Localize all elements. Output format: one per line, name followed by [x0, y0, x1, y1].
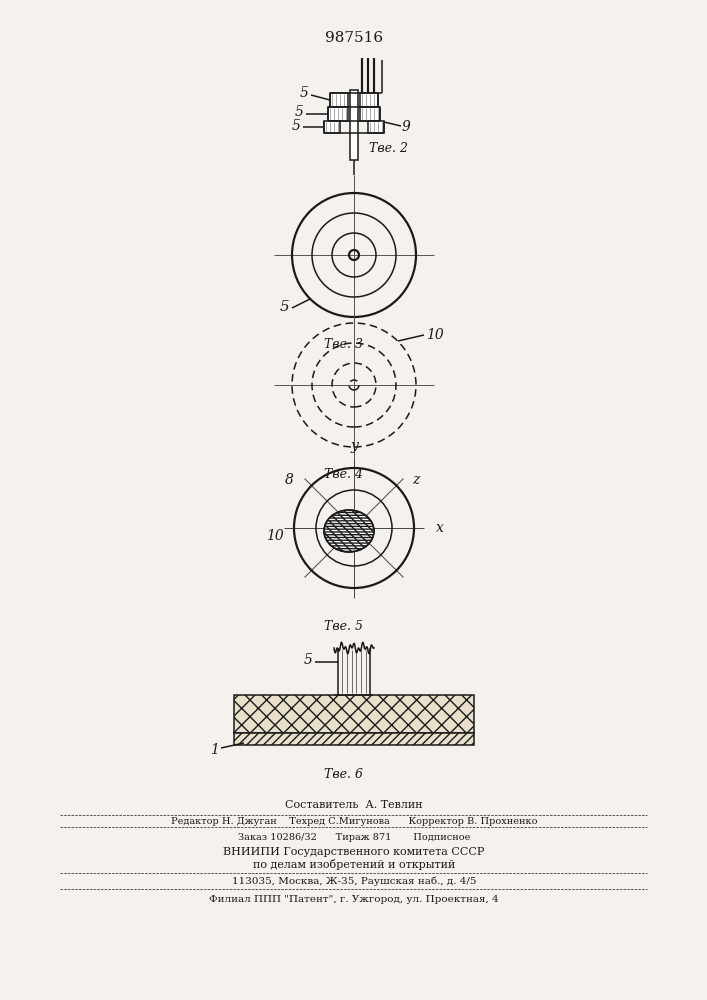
Text: Τве. 3: Τве. 3	[325, 338, 363, 352]
Text: y: y	[350, 439, 358, 453]
Text: 1: 1	[210, 743, 219, 757]
Text: Τве. 6: Τве. 6	[325, 768, 363, 782]
Text: 987516: 987516	[325, 31, 383, 45]
Text: 5: 5	[300, 86, 309, 100]
Text: z: z	[412, 473, 419, 487]
Text: Составитель  А. Тевлин: Составитель А. Тевлин	[285, 800, 423, 810]
Text: 10: 10	[426, 328, 444, 342]
Text: 10: 10	[267, 529, 284, 543]
Text: 5: 5	[304, 653, 313, 667]
Text: Τве. 4: Τве. 4	[325, 468, 363, 482]
Text: 8: 8	[285, 473, 294, 487]
Text: по делам изобретений и открытий: по делам изобретений и открытий	[253, 859, 455, 870]
Text: ВНИИПИ Государственного комитета СССР: ВНИИПИ Государственного комитета СССР	[223, 847, 485, 857]
Text: 5: 5	[295, 105, 304, 119]
Ellipse shape	[324, 510, 374, 552]
Text: Редактор Н. Джуган    Техред С.Мигунова      Корректор В. Прохненко: Редактор Н. Джуган Техред С.Мигунова Кор…	[171, 816, 537, 826]
Bar	[330, 93, 348, 107]
Text: 9: 9	[402, 120, 411, 134]
Text: Τве. 5: Τве. 5	[325, 619, 363, 633]
Bar	[360, 93, 378, 107]
Bar	[368, 121, 384, 133]
Text: 113035, Москва, Ж-35, Раушская наб., д. 4/5: 113035, Москва, Ж-35, Раушская наб., д. …	[232, 876, 477, 886]
Text: 5: 5	[292, 119, 301, 133]
Bar	[350, 90, 358, 160]
Text: x: x	[436, 521, 444, 535]
Bar	[324, 121, 340, 133]
Bar	[234, 733, 474, 745]
Text: Заказ 10286/32      Тираж 871       Подписное: Заказ 10286/32 Тираж 871 Подписное	[238, 834, 470, 842]
Bar	[328, 107, 348, 121]
Text: Филиал ППП "Патент", г. Ужгород, ул. Проектная, 4: Филиал ППП "Патент", г. Ужгород, ул. Про…	[209, 896, 499, 904]
Bar	[360, 107, 380, 121]
Bar	[234, 695, 474, 733]
Text: Τве. 2: Τве. 2	[369, 141, 408, 154]
Text: 5: 5	[279, 300, 289, 314]
